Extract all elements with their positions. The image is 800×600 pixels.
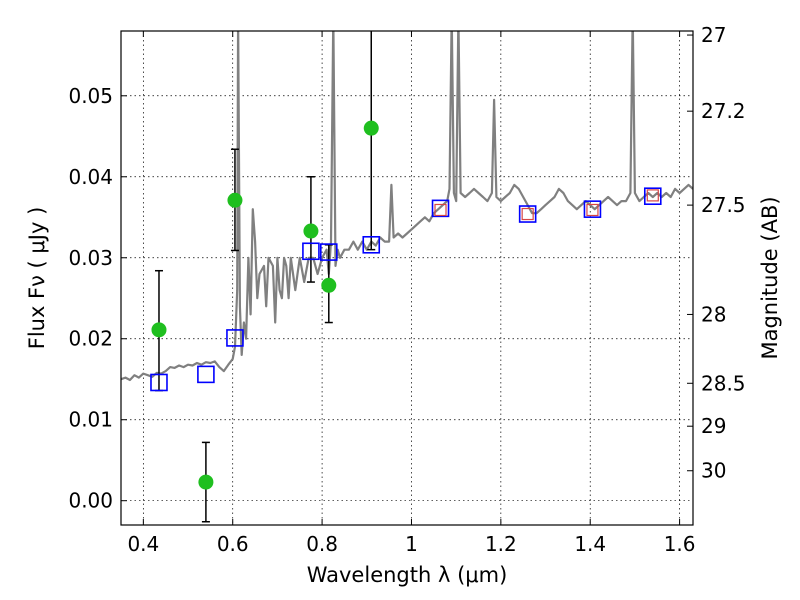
y-tick-label: 0.00 [68, 489, 113, 513]
model-photometry-marker [643, 187, 662, 206]
x-tick-label: 0.4 [127, 532, 159, 556]
y-axis-label: Flux Fν ( μJy ) [25, 207, 49, 350]
model-photometry-marker [583, 200, 602, 218]
magnitude-tick-label: 28.5 [701, 371, 746, 395]
ir-model-marker [521, 207, 534, 221]
plot-frame [120, 30, 694, 526]
magnitude-tick-label: 30 [701, 459, 726, 483]
magnitude-tick-label: 28 [701, 302, 726, 326]
model-photometry-marker [431, 199, 450, 218]
model-photometry-marker [302, 242, 320, 261]
x-axis-label: Wavelength λ (μm) [307, 563, 508, 587]
model-photometry-marker [362, 235, 381, 254]
ir-model-marker [586, 203, 599, 217]
ir-model-marker [646, 189, 659, 202]
y-tick-label: 0.04 [68, 165, 113, 189]
plot-background [121, 31, 693, 525]
grid-lines [121, 31, 693, 525]
observed-data-point [198, 474, 214, 490]
magnitude-tick-label: 29 [701, 414, 726, 438]
observed-data-point [151, 322, 167, 338]
x-tick-label: 1 [405, 532, 418, 556]
magnitude-axis-label: Magnitude (AB) [758, 196, 782, 359]
y-tick-label: 0.03 [68, 246, 113, 270]
x-tick-label: 1.2 [485, 532, 517, 556]
x-tick-label: 0.6 [217, 532, 249, 556]
observed-data-point [363, 120, 379, 136]
y-tick-label: 0.02 [68, 327, 113, 351]
observed-data-point [227, 192, 243, 208]
y-tick-label: 0.05 [68, 84, 113, 108]
x-tick-label: 1.6 [664, 532, 696, 556]
magnitude-tick-label: 27.5 [701, 193, 746, 217]
model-photometry-marker [197, 365, 215, 384]
x-tick-label: 1.4 [574, 532, 606, 556]
y-tick-label: 0.01 [68, 408, 113, 432]
observed-data-point [303, 223, 319, 239]
magnitude-tick-label: 27 [701, 23, 726, 47]
observed-data-point [321, 277, 337, 293]
axis-ticks: 0.4 0.6 0.8 1 1.2 1.4 1.6 0.00 0.01 0.02 0.03 0.04 0… [68, 23, 745, 556]
magnitude-tick-label: 27.2 [701, 99, 746, 123]
model-photometry-marker [150, 373, 168, 392]
model-photometry-marker [518, 205, 537, 223]
model-photometry-marker [226, 329, 244, 347]
model-photometry-marker [319, 243, 338, 261]
plot-area [121, 31, 693, 523]
ir-model-marker [434, 203, 447, 217]
x-tick-label: 0.8 [306, 532, 338, 556]
